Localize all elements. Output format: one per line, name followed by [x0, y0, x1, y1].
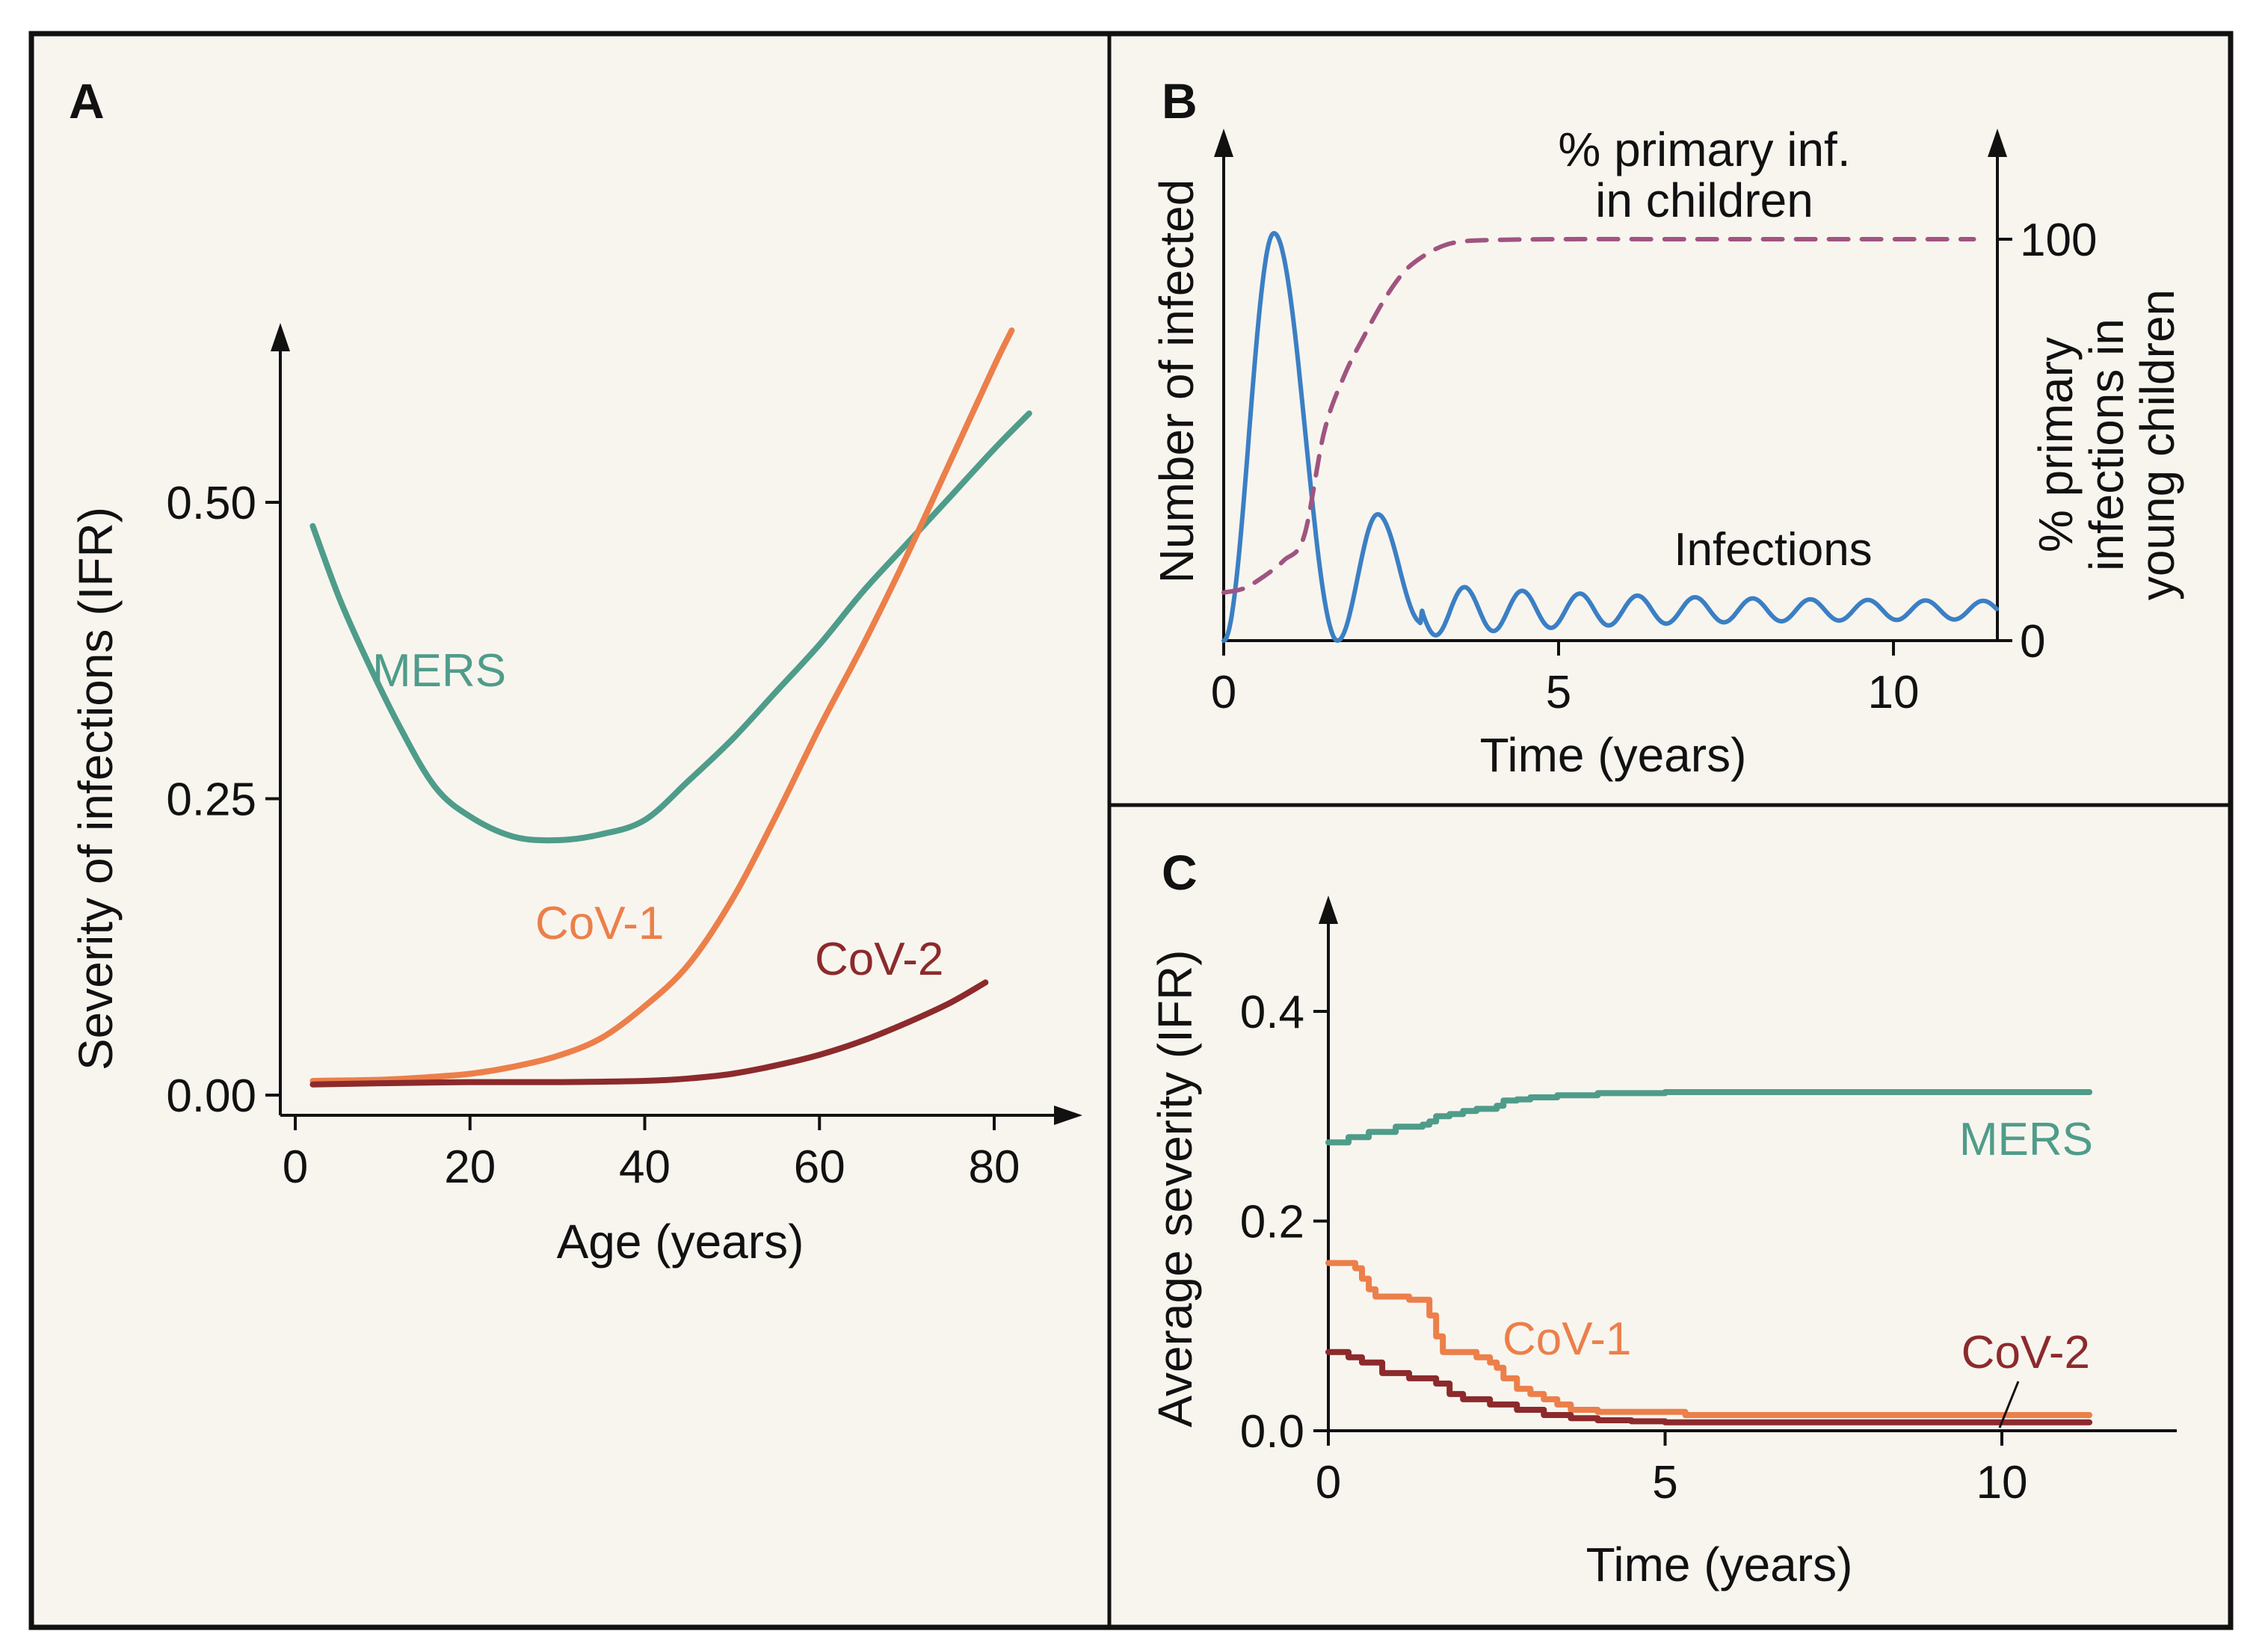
panel-c-mers-line [1325, 1089, 2093, 1146]
panel-c: C 0 5 10 0.0 0.2 0.4 Time (years) Average se… [1148, 845, 2177, 1591]
panel-a-x-label: Age (years) [557, 1215, 804, 1269]
panel-a: A 0 20 40 60 80 0.00 0.25 0.50 Age (years) Sev… [69, 73, 1082, 1269]
figure-frame [28, 31, 2234, 1630]
panel-c-y-tick-label: 0.4 [1240, 987, 1304, 1038]
panel-b: B 0 5 10 0 100 Time (years) Number of infec… [1150, 73, 2184, 782]
panel-a-x-tick-label: 40 [619, 1141, 671, 1193]
panel-c-y-label: Average severity (IFR) [1148, 950, 1202, 1428]
panel-a-cov1-label: CoV-1 [535, 898, 664, 949]
panel-a-mers-label: MERS [372, 645, 506, 697]
panel-b-infections-line [1221, 231, 1999, 643]
panel-c-cov1-label: CoV-1 [1503, 1313, 1631, 1365]
panel-c-y-tick-label: 0.0 [1240, 1406, 1304, 1458]
panel-b-x-tick-label: 0 [1211, 667, 1236, 718]
panel-a-x-arrowhead [1054, 1106, 1082, 1125]
panel-a-y-arrowhead [271, 323, 290, 351]
panel-a-x-tick-label: 0 [283, 1141, 308, 1193]
panel-b-percent-label-line-1: % primary inf. [1558, 123, 1850, 176]
panel-c-cov2-pointer [1998, 1381, 2020, 1428]
panel-a-cov-1-line [309, 327, 1015, 1084]
panel-a-cov2-label: CoV-2 [815, 934, 943, 985]
panel-c-y-arrowhead [1319, 896, 1338, 924]
panel-b-percent-primary-line [1221, 236, 1976, 595]
panel-a-y-tick-label: 0.25 [166, 774, 256, 826]
panel-b-right-y-label-line-3: young children [2130, 289, 2184, 600]
panel-c-x-tick-label: 10 [1976, 1457, 2028, 1508]
panel-c-cov-2-line [1325, 1349, 2093, 1426]
panel-b-x-label: Time (years) [1480, 728, 1747, 782]
panel-c-letter: C [1162, 845, 1198, 900]
panel-c-cov-1-line [1325, 1260, 2093, 1418]
panel-b-right-arrowhead [1988, 129, 2007, 157]
panel-c-y-tick-label: 0.2 [1240, 1197, 1304, 1248]
panel-b-letter: B [1162, 73, 1198, 129]
panel-a-y-tick-label: 0.00 [166, 1070, 256, 1122]
panel-b-infections-label: Infections [1674, 524, 1872, 576]
panel-a-x-tick-label: 80 [969, 1141, 1020, 1193]
panel-a-y-label: Severity of infections (IFR) [69, 507, 123, 1070]
panel-b-percent-label-line-2: in children [1595, 173, 1813, 227]
panel-a-background [31, 34, 1109, 1627]
panel-c-background [1109, 805, 2231, 1627]
panel-b-left-arrowhead [1214, 129, 1233, 157]
panel-b-y-tick-label: 0 [2020, 616, 2045, 668]
panel-c-x-tick-label: 5 [1652, 1457, 1677, 1508]
panel-b-right-y-label-line-1: % primary [2029, 337, 2083, 552]
panel-a-letter: A [69, 73, 105, 129]
panel-a-x-tick-label: 20 [444, 1141, 496, 1193]
panel-b-y-tick-label: 100 [2020, 215, 2097, 266]
panel-c-cov2-label: CoV-2 [1961, 1327, 2090, 1378]
panel-b-background [1109, 34, 2231, 805]
panel-c-mers-label: MERS [1959, 1114, 2093, 1165]
panel-b-left-y-label: Number of infected [1150, 179, 1204, 584]
panel-a-mers-line [309, 410, 1032, 844]
panel-b-x-tick-label: 10 [1868, 667, 1920, 718]
panel-c-x-label: Time (years) [1586, 1538, 1853, 1591]
panel-b-right-y-label-line-2: infections in [2080, 318, 2133, 571]
panel-a-x-tick-label: 60 [794, 1141, 845, 1193]
panel-a-y-tick-label: 0.50 [166, 478, 256, 529]
panel-c-x-tick-label: 0 [1316, 1457, 1341, 1508]
panel-b-x-tick-label: 5 [1546, 667, 1571, 718]
panel-a-cov-2-line [309, 979, 989, 1088]
